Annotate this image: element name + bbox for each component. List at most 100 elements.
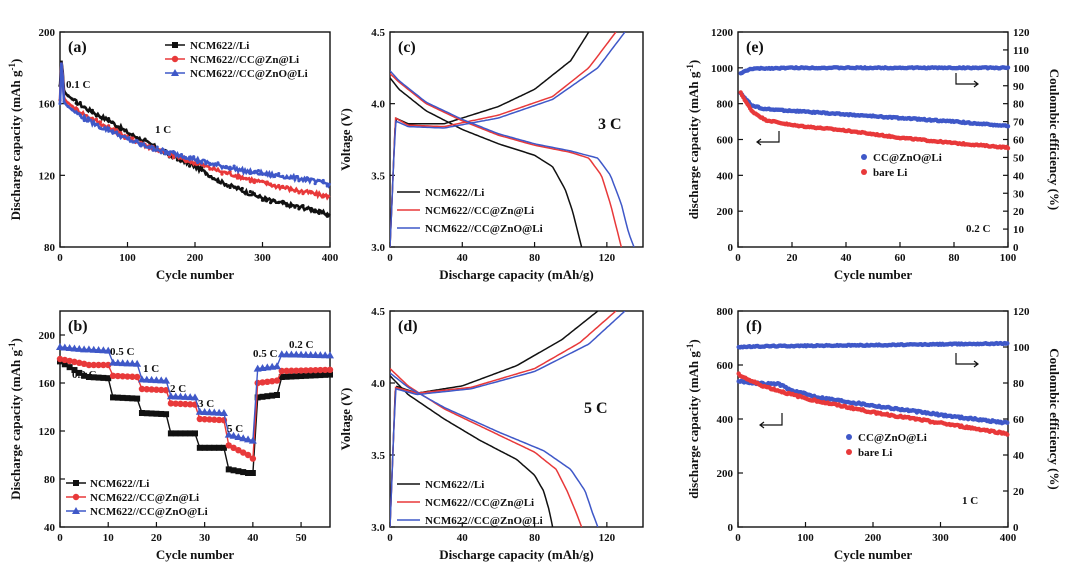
series-point-blue bbox=[244, 435, 253, 443]
x-tick-label: 40 bbox=[457, 252, 469, 264]
plot-frame bbox=[59, 310, 331, 528]
legend-label: bare Li bbox=[858, 447, 892, 459]
y-right-tick-label: 60 bbox=[1013, 414, 1025, 426]
y-tick-label: 800 bbox=[717, 99, 734, 111]
y-right-tick-label: 70 bbox=[1013, 117, 1025, 129]
series-point-red bbox=[248, 180, 252, 184]
curve-charge-red bbox=[390, 311, 617, 527]
curve-discharge-blue bbox=[390, 372, 599, 527]
point-capacity-red bbox=[1005, 432, 1010, 437]
series-point-red bbox=[256, 178, 261, 183]
annotation-rate: 1 C bbox=[155, 124, 171, 136]
series-point-blue bbox=[325, 184, 329, 188]
series-point-black bbox=[302, 372, 309, 379]
x-axis-label: Cycle number bbox=[834, 547, 913, 562]
panel-d bbox=[389, 310, 644, 528]
series-point-blue bbox=[281, 174, 285, 178]
x-tick-label: 20 bbox=[151, 532, 163, 544]
series-point-red bbox=[277, 183, 281, 188]
series-point-red bbox=[244, 177, 248, 181]
series-point-black bbox=[172, 430, 179, 437]
series-point-blue bbox=[74, 110, 78, 114]
annotation-rate: 1 C bbox=[143, 363, 159, 375]
series-point-red bbox=[138, 385, 146, 393]
series-point-red bbox=[313, 192, 317, 197]
x-tick-label: 40 bbox=[841, 252, 853, 264]
series-point-red bbox=[302, 367, 310, 374]
series-point-blue bbox=[147, 145, 151, 149]
x-axis-label: Cycle number bbox=[156, 267, 235, 282]
series-point-red bbox=[285, 185, 289, 189]
y-tick-label: 4.5 bbox=[371, 27, 385, 39]
series-point-black bbox=[327, 371, 333, 378]
y-tick-label: 3.0 bbox=[371, 242, 385, 254]
x-tick-label: 100 bbox=[797, 532, 814, 544]
y-right-tick-label: 20 bbox=[1013, 486, 1025, 498]
series-point-blue bbox=[200, 161, 204, 165]
series-point-black bbox=[119, 128, 123, 132]
series-point-blue bbox=[111, 129, 115, 133]
series-point-red bbox=[100, 361, 107, 369]
series-point-black bbox=[269, 201, 273, 205]
x-axis-label: Cycle number bbox=[834, 267, 913, 282]
series-point-red bbox=[188, 160, 192, 164]
series-point-blue bbox=[317, 178, 321, 183]
series-point-red bbox=[56, 355, 64, 363]
series-point-blue bbox=[252, 171, 256, 175]
series-point-blue bbox=[326, 351, 334, 359]
series-point-blue bbox=[239, 434, 248, 442]
x-tick-label: 40 bbox=[247, 532, 259, 544]
series-point-red bbox=[66, 101, 70, 105]
series-point-red bbox=[158, 386, 165, 394]
series-point-blue bbox=[127, 136, 131, 140]
y-right-tick-label: 0 bbox=[1013, 522, 1019, 534]
series-point-black bbox=[293, 205, 297, 209]
series-point-blue bbox=[229, 431, 238, 439]
y-right-tick-label: 100 bbox=[1013, 63, 1030, 75]
x-tick-label: 20 bbox=[787, 252, 799, 264]
series-point-black bbox=[216, 180, 220, 184]
series-point-red bbox=[297, 191, 301, 195]
legend-marker bbox=[72, 493, 80, 501]
annotation-rate: 0.5 C bbox=[253, 348, 278, 360]
series-point-black bbox=[206, 444, 213, 451]
series-point-black bbox=[81, 372, 88, 379]
series-point-black bbox=[177, 430, 184, 437]
legend-marker bbox=[861, 169, 867, 175]
series-point-black bbox=[163, 411, 170, 418]
y-tick-label: 4.0 bbox=[371, 378, 385, 390]
series-point-black bbox=[100, 374, 107, 381]
series-point-blue bbox=[219, 409, 228, 416]
series-point-black bbox=[260, 198, 265, 202]
series-point-black bbox=[179, 159, 184, 163]
x-tick-label: 0 bbox=[735, 252, 741, 264]
series-point-red bbox=[289, 188, 293, 192]
series-point-black bbox=[283, 373, 290, 380]
series-point-black bbox=[288, 373, 295, 380]
series-point-red bbox=[260, 179, 265, 184]
legend-label: NCM622//CC@Zn@Li bbox=[425, 205, 534, 217]
x-tick-label: 40 bbox=[457, 532, 469, 544]
series-point-red bbox=[208, 167, 212, 171]
series-point-red bbox=[66, 357, 73, 365]
point-capacity-blue bbox=[1005, 124, 1011, 129]
plot-frame bbox=[389, 31, 644, 248]
series-point-blue bbox=[264, 173, 269, 177]
curve-charge-blue bbox=[390, 311, 626, 527]
y-axis-label: discharge capacity (mAh g-1) bbox=[685, 339, 701, 499]
series-point-blue bbox=[293, 177, 297, 181]
series-point-red bbox=[115, 128, 119, 132]
y-tick-label: 3.0 bbox=[371, 522, 385, 534]
y-axis-label: Discharge capacity (mAh g-1) bbox=[7, 59, 23, 221]
series-point-red bbox=[273, 184, 277, 188]
curve-discharge-red bbox=[390, 73, 623, 247]
series-point-blue bbox=[133, 359, 142, 367]
curve-charge-black bbox=[390, 311, 599, 527]
legend-label: CC@ZnO@Li bbox=[873, 152, 942, 164]
annotation-rate: 3 C bbox=[198, 398, 214, 410]
y-tick-label: 160 bbox=[39, 99, 56, 111]
series-point-black bbox=[76, 369, 83, 376]
series-point-black bbox=[236, 185, 240, 189]
series-point-red bbox=[206, 416, 213, 423]
